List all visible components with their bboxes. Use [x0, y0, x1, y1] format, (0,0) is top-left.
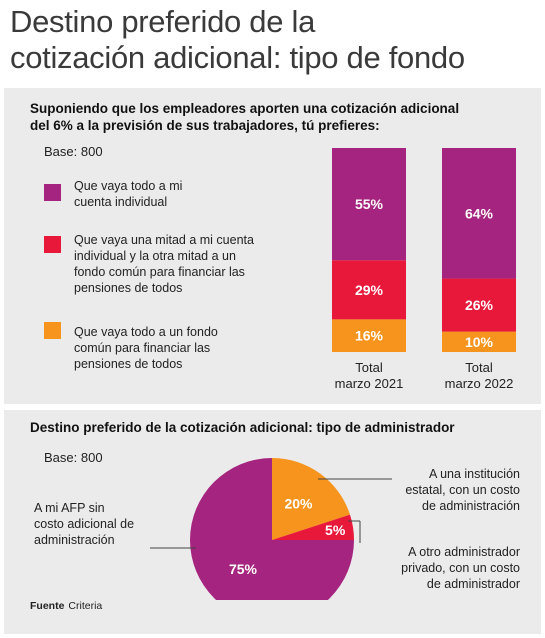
source-note: Fuente Criteria	[30, 600, 102, 612]
bar-category-label: marzo 2022	[445, 376, 514, 391]
pie-label-line: de administración	[422, 499, 520, 513]
page-title: Destino preferido de la cotización adici…	[10, 4, 540, 76]
pie-label-line: costo adicional de	[34, 517, 135, 531]
legend-line: individual y la otra mitad a un	[74, 249, 236, 263]
source-value: Criteria	[68, 600, 103, 612]
bar-category-label: marzo 2021	[335, 376, 404, 391]
legend-line: fondo común para financiar las	[74, 265, 245, 279]
legend-swatch-fondo-comun	[44, 322, 61, 339]
bar-segment	[442, 148, 516, 279]
pie-label-afp: A mi AFP sin costo adicional de administ…	[34, 500, 134, 548]
bar-value-label: 10%	[465, 334, 494, 350]
pie-label-estatal: A una institución estatal, con un costo …	[374, 466, 520, 514]
fund-type-subtitle: Suponiendo que los empleadores aporten u…	[30, 100, 459, 134]
legend-label-mitad: Que vaya una mitad a mi cuenta individua…	[74, 232, 289, 296]
pie-value-label: 20%	[284, 496, 313, 512]
pie-label-line: A una institución	[428, 467, 520, 481]
legend-label-individual: Que vaya todo a mi cuenta individual	[74, 178, 289, 210]
source-label: Fuente	[30, 600, 65, 612]
bar-segment	[332, 148, 406, 261]
bar-segment	[442, 278, 516, 332]
legend-line: Que vaya todo a un fondo	[74, 325, 218, 339]
pie-label-line: privado, con un costo	[401, 561, 520, 575]
bar-category-label: Total	[465, 360, 493, 375]
legend-swatch-mitad	[44, 236, 61, 253]
pie-slice	[190, 458, 354, 600]
pie-slice	[272, 458, 350, 540]
fund-type-base: Base: 800	[44, 144, 103, 159]
pie-label-line: A mi AFP sin	[34, 501, 105, 515]
legend-line: común para financiar las	[74, 341, 211, 355]
pie-label-line: de administrador	[426, 577, 520, 591]
legend-line: cuenta individual	[74, 195, 168, 209]
legend-line: Que vaya todo a mi	[74, 179, 183, 193]
pie-label-line: A otro administrador	[408, 545, 520, 559]
pie-chart: 20% 5% 75%	[150, 458, 392, 600]
bar-category-label: Total	[355, 360, 383, 375]
administrator-subtitle: Destino preferido de la cotización adici…	[30, 420, 455, 435]
legend-swatch-individual	[44, 184, 61, 201]
bar-value-label: 26%	[465, 297, 494, 313]
pie-value-label: 5%	[325, 522, 346, 538]
bar-value-label: 29%	[355, 282, 384, 298]
pie-slice	[272, 514, 354, 540]
legend-label-fondo-comun: Que vaya todo a un fondo común para fina…	[74, 324, 289, 372]
administrator-base: Base: 800	[44, 450, 103, 465]
legend-line: pensiones de todos	[74, 281, 183, 295]
fund-type-subtitle-line-1: Suponiendo que los empleadores aporten u…	[30, 101, 460, 116]
bar-segment	[332, 319, 406, 352]
bar-segment	[332, 260, 406, 320]
bar-value-label: 16%	[355, 328, 384, 344]
bar-value-label: 55%	[355, 196, 384, 212]
pie-label-line: administración	[34, 533, 115, 547]
legend-line: Que vaya una mitad a mi cuenta	[74, 233, 254, 247]
pie-label-otro: A otro administrador privado, con un cos…	[366, 544, 520, 592]
pie-value-label: 75%	[229, 561, 258, 577]
title-line-1: Destino preferido de la	[10, 4, 316, 39]
legend-line: pensiones de todos	[74, 357, 183, 371]
bar-segment	[442, 331, 516, 352]
fund-type-subtitle-line-2: del 6% a la previsión de sus trabajadore…	[30, 118, 380, 133]
bar-value-label: 64%	[465, 205, 494, 221]
title-line-2: cotización adicional: tipo de fondo	[10, 40, 465, 75]
pie-label-line: estatal, con un costo	[405, 483, 520, 497]
